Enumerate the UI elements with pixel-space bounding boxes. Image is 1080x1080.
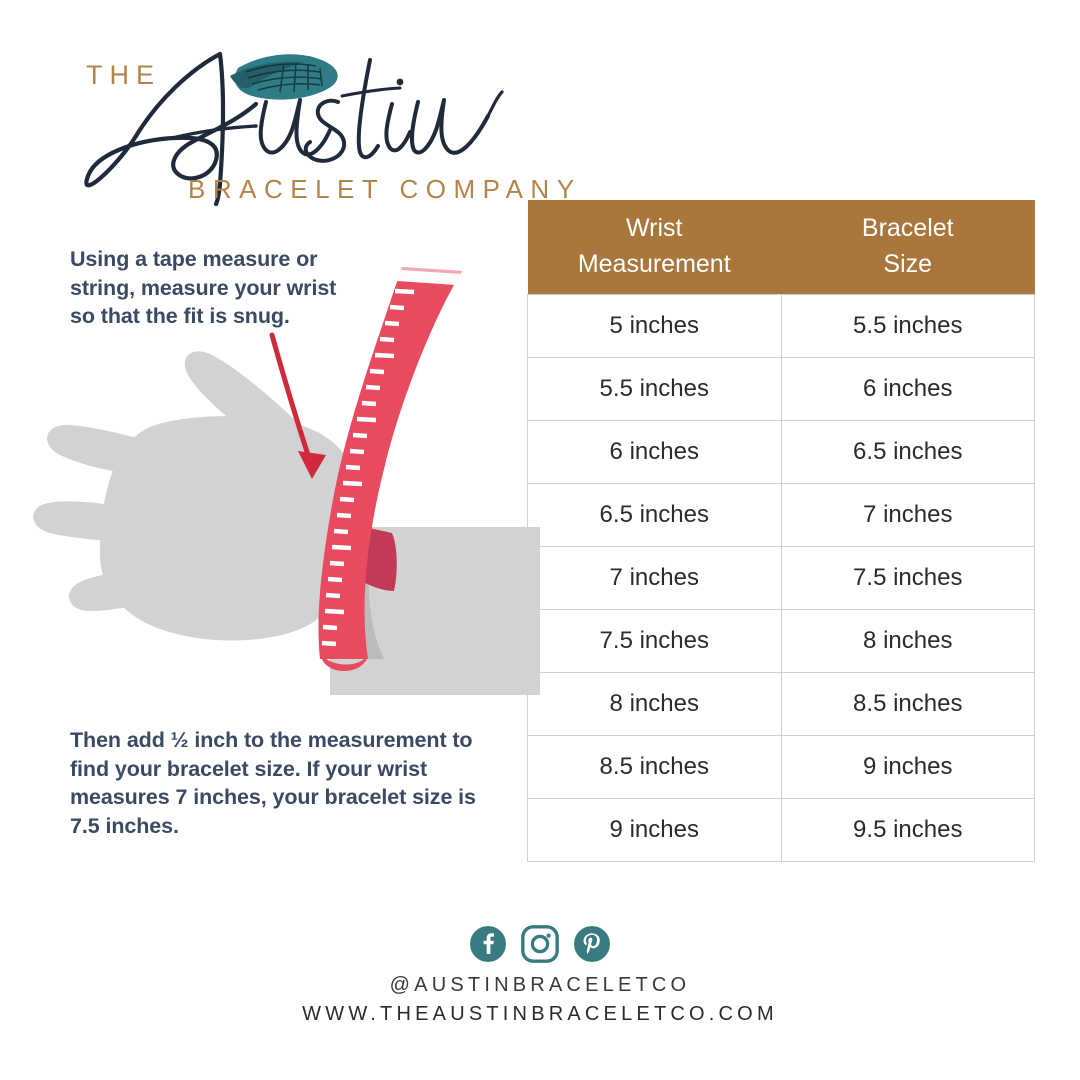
wrist-measuring-illustration bbox=[33, 267, 540, 695]
logo-subtitle: BRACELET COMPANY bbox=[188, 174, 582, 204]
cell-bracelet-size: 7 inches bbox=[780, 483, 1035, 547]
facebook-icon[interactable] bbox=[469, 925, 507, 963]
table-body: 5 inches 5.5 inches 5.5 inches 6 inches 6 … bbox=[527, 294, 1035, 862]
column-header-wrist-line1: Wrist bbox=[626, 214, 683, 242]
column-header-wrist-measurement: Wrist Measurement bbox=[527, 200, 781, 295]
cell-bracelet-size: 5.5 inches bbox=[780, 294, 1035, 358]
facebook-link[interactable] bbox=[469, 925, 507, 963]
cell-wrist-measurement: 7.5 inches bbox=[527, 609, 782, 673]
bracelet-size-table: Wrist Measurement Bracelet Size 5 inches… bbox=[527, 200, 1035, 862]
cell-wrist-measurement: 8.5 inches bbox=[527, 735, 782, 799]
table-row: 6 inches 6.5 inches bbox=[527, 420, 1035, 484]
cell-bracelet-size: 7.5 inches bbox=[780, 546, 1035, 610]
pinterest-link[interactable] bbox=[573, 925, 611, 963]
cell-bracelet-size: 6.5 inches bbox=[780, 420, 1035, 484]
column-header-wrist-line2: Measurement bbox=[577, 250, 731, 278]
column-header-bracelet-size: Bracelet Size bbox=[781, 200, 1035, 295]
brand-logo: THE bbox=[70, 34, 574, 214]
table-row: 8 inches 8.5 inches bbox=[527, 672, 1035, 736]
table-row: 8.5 inches 9 inches bbox=[527, 735, 1035, 799]
column-header-bracelet-line1: Bracelet bbox=[861, 214, 954, 242]
cell-wrist-measurement: 6.5 inches bbox=[527, 483, 782, 547]
cell-bracelet-size: 8 inches bbox=[780, 609, 1035, 673]
column-header-bracelet-line2: Size bbox=[883, 250, 933, 278]
table-row: 6.5 inches 7 inches bbox=[527, 483, 1035, 547]
social-links bbox=[0, 925, 1080, 963]
footer: @AUSTINBRACELETCO WWW.THEAUSTINBRACELETC… bbox=[0, 925, 1080, 1026]
cell-bracelet-size: 9.5 inches bbox=[780, 798, 1035, 862]
cell-wrist-measurement: 9 inches bbox=[527, 798, 782, 862]
logo-script-artwork bbox=[84, 51, 504, 207]
table-row: 5.5 inches 6 inches bbox=[527, 357, 1035, 421]
pinterest-icon[interactable] bbox=[573, 925, 611, 963]
cell-wrist-measurement: 8 inches bbox=[527, 672, 782, 736]
cell-wrist-measurement: 7 inches bbox=[527, 546, 782, 610]
cell-wrist-measurement: 5 inches bbox=[527, 294, 782, 358]
arrow-pointing-down-icon bbox=[269, 332, 326, 479]
social-handle: @AUSTINBRACELETCO bbox=[389, 974, 691, 996]
tape-measure-icon bbox=[318, 267, 462, 671]
instagram-link[interactable] bbox=[521, 925, 559, 963]
instagram-icon[interactable] bbox=[521, 925, 559, 963]
feather-icon bbox=[230, 54, 338, 100]
website-url: WWW.THEAUSTINBRACELETCO.COM bbox=[302, 1003, 778, 1025]
table-row: 9 inches 9.5 inches bbox=[527, 798, 1035, 862]
table-header: Wrist Measurement Bracelet Size bbox=[527, 200, 1035, 295]
logo-the-text: THE bbox=[86, 60, 161, 90]
cell-bracelet-size: 9 inches bbox=[780, 735, 1035, 799]
table-row: 7.5 inches 8 inches bbox=[527, 609, 1035, 673]
table-row: 7 inches 7.5 inches bbox=[527, 546, 1035, 610]
instruction-step-1: Using a tape measure or string, measure … bbox=[70, 247, 337, 328]
cell-bracelet-size: 8.5 inches bbox=[780, 672, 1035, 736]
hand-silhouette-icon bbox=[33, 351, 540, 695]
cell-bracelet-size: 6 inches bbox=[780, 357, 1035, 421]
table-row: 5 inches 5.5 inches bbox=[527, 294, 1035, 358]
cell-wrist-measurement: 6 inches bbox=[527, 420, 782, 484]
cell-wrist-measurement: 5.5 inches bbox=[527, 357, 782, 421]
table-header-row: Wrist Measurement Bracelet Size bbox=[527, 200, 1035, 295]
instruction-step-2: Then add ½ inch to the measurement to fi… bbox=[70, 728, 476, 838]
